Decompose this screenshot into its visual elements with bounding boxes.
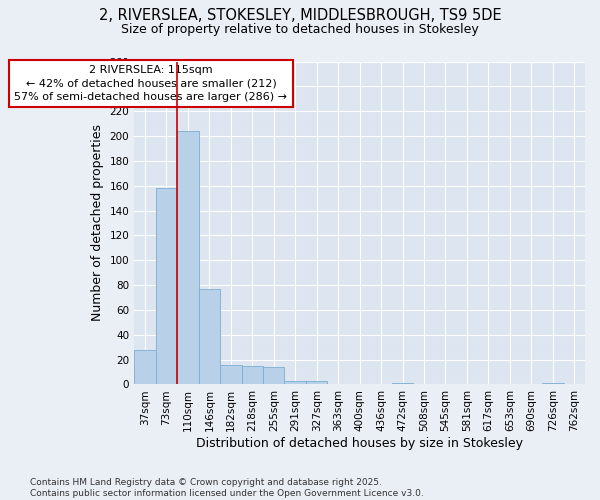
Bar xyxy=(155,188,177,384)
Y-axis label: Number of detached properties: Number of detached properties xyxy=(91,124,104,322)
Bar xyxy=(263,367,284,384)
Bar xyxy=(134,350,155,384)
Text: Contains HM Land Registry data © Crown copyright and database right 2025.
Contai: Contains HM Land Registry data © Crown c… xyxy=(30,478,424,498)
Bar xyxy=(199,289,220,384)
Bar xyxy=(542,383,563,384)
Bar xyxy=(177,131,199,384)
Text: Size of property relative to detached houses in Stokesley: Size of property relative to detached ho… xyxy=(121,22,479,36)
Text: 2, RIVERSLEA, STOKESLEY, MIDDLESBROUGH, TS9 5DE: 2, RIVERSLEA, STOKESLEY, MIDDLESBROUGH, … xyxy=(98,8,502,22)
Bar xyxy=(392,383,413,384)
Bar xyxy=(242,366,263,384)
X-axis label: Distribution of detached houses by size in Stokesley: Distribution of detached houses by size … xyxy=(196,437,523,450)
Text: 2 RIVERSLEA: 115sqm
← 42% of detached houses are smaller (212)
57% of semi-detac: 2 RIVERSLEA: 115sqm ← 42% of detached ho… xyxy=(14,65,287,102)
Bar xyxy=(220,364,242,384)
Bar xyxy=(284,380,306,384)
Bar xyxy=(306,380,328,384)
